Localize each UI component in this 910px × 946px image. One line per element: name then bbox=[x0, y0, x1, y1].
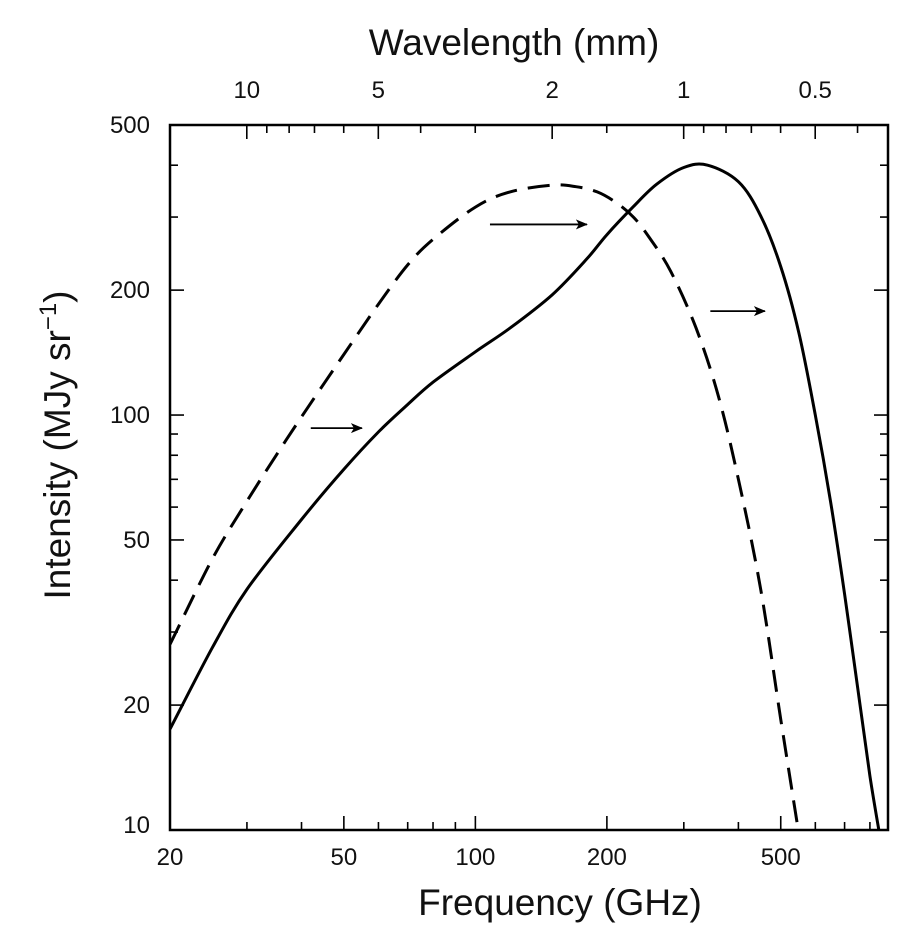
axis-ticks bbox=[169, 124, 888, 831]
plot-frame bbox=[168, 123, 890, 832]
y-tick-label: 10 bbox=[123, 812, 150, 839]
dashed-series-line bbox=[170, 183, 800, 830]
x-tick-label: 200 bbox=[587, 844, 627, 871]
top-x-axis-title: Wavelength (mm) bbox=[369, 22, 660, 63]
annotation-layer bbox=[310, 219, 766, 434]
y-tick-label: 20 bbox=[123, 692, 150, 719]
y-axis-title-main: Intensity (MJy sr bbox=[37, 330, 78, 599]
top-x-tick-label: 10 bbox=[233, 77, 260, 104]
x-tick-label: 100 bbox=[455, 844, 495, 871]
x-tick-label: 50 bbox=[331, 844, 358, 871]
solid-series-line bbox=[170, 162, 881, 830]
x-tick-label: 500 bbox=[761, 844, 801, 871]
y-tick-label: 50 bbox=[123, 527, 150, 554]
top-x-tick-label: 1 bbox=[677, 77, 690, 104]
y-axis-title-close: ) bbox=[37, 290, 78, 302]
tick-labels: 20 50 100 200 500 10 5 2 1 0.5 10 20 50 100 200 500 bbox=[110, 77, 832, 871]
y-axis-title-exponent: −1 bbox=[35, 303, 62, 330]
y-axis-title: Intensity (MJy sr−1) bbox=[35, 290, 78, 599]
x-tick-label: 20 bbox=[157, 844, 184, 871]
x-axis-title: Frequency (GHz) bbox=[418, 882, 702, 923]
series-layer bbox=[170, 162, 881, 830]
top-x-tick-label: 5 bbox=[372, 77, 385, 104]
top-x-tick-label: 0.5 bbox=[799, 77, 832, 104]
y-tick-label: 200 bbox=[110, 277, 150, 304]
top-x-tick-label: 2 bbox=[545, 77, 558, 104]
y-tick-label: 100 bbox=[110, 402, 150, 429]
y-tick-label: 500 bbox=[110, 112, 150, 139]
